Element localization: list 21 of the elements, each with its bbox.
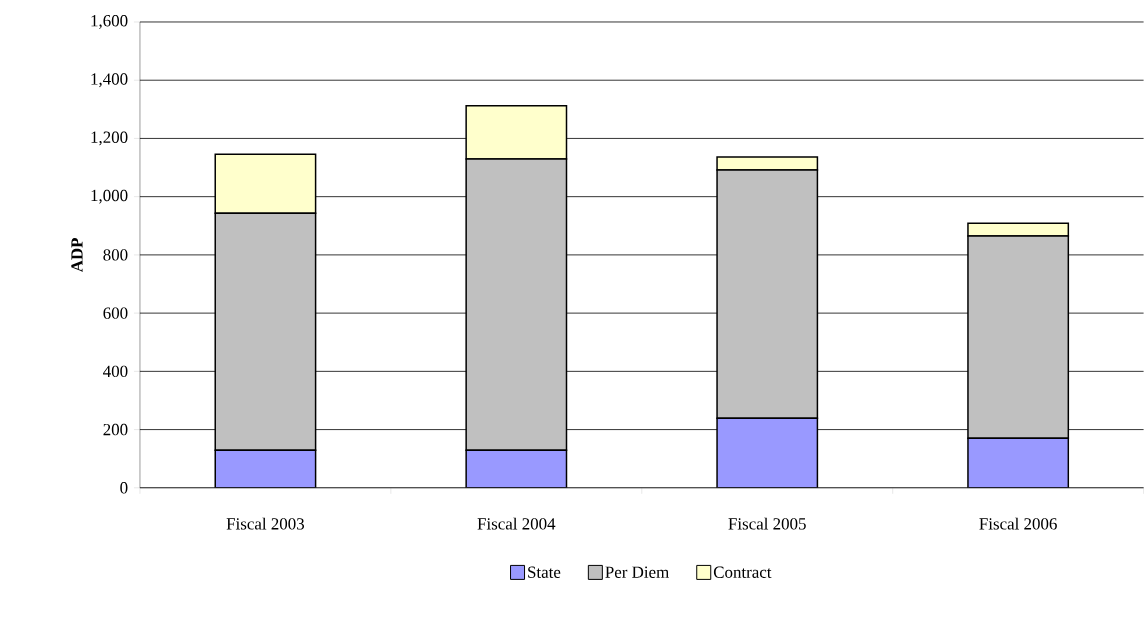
legend-label: State xyxy=(528,566,561,579)
x-tick-label: Fiscal 2006 xyxy=(979,517,1057,530)
bar xyxy=(465,449,568,488)
y-tick-label: 1,000 xyxy=(91,189,128,204)
x-tick-label: Fiscal 2005 xyxy=(728,517,806,530)
bar xyxy=(967,437,1070,488)
x-tick-label: Fiscal 2003 xyxy=(226,517,305,530)
legend-label: Per Diem xyxy=(605,566,669,579)
y-tick-label: 200 xyxy=(103,423,128,436)
legend-label: Contract xyxy=(713,566,772,579)
y-tick-label: 1,200 xyxy=(91,131,128,146)
y-tick-label: 600 xyxy=(103,307,128,319)
bar xyxy=(214,449,317,488)
y-tick-label: 800 xyxy=(103,249,128,261)
y-tick-label: 1,400 xyxy=(91,73,128,88)
y-tick-label: 0 xyxy=(120,482,128,494)
y-tick-label: 400 xyxy=(103,365,128,378)
y-tick-label: 1,600 xyxy=(91,15,128,30)
bar xyxy=(716,417,819,488)
y-axis-title: ADP xyxy=(71,238,83,273)
x-tick-label: Fiscal 2004 xyxy=(477,517,556,530)
